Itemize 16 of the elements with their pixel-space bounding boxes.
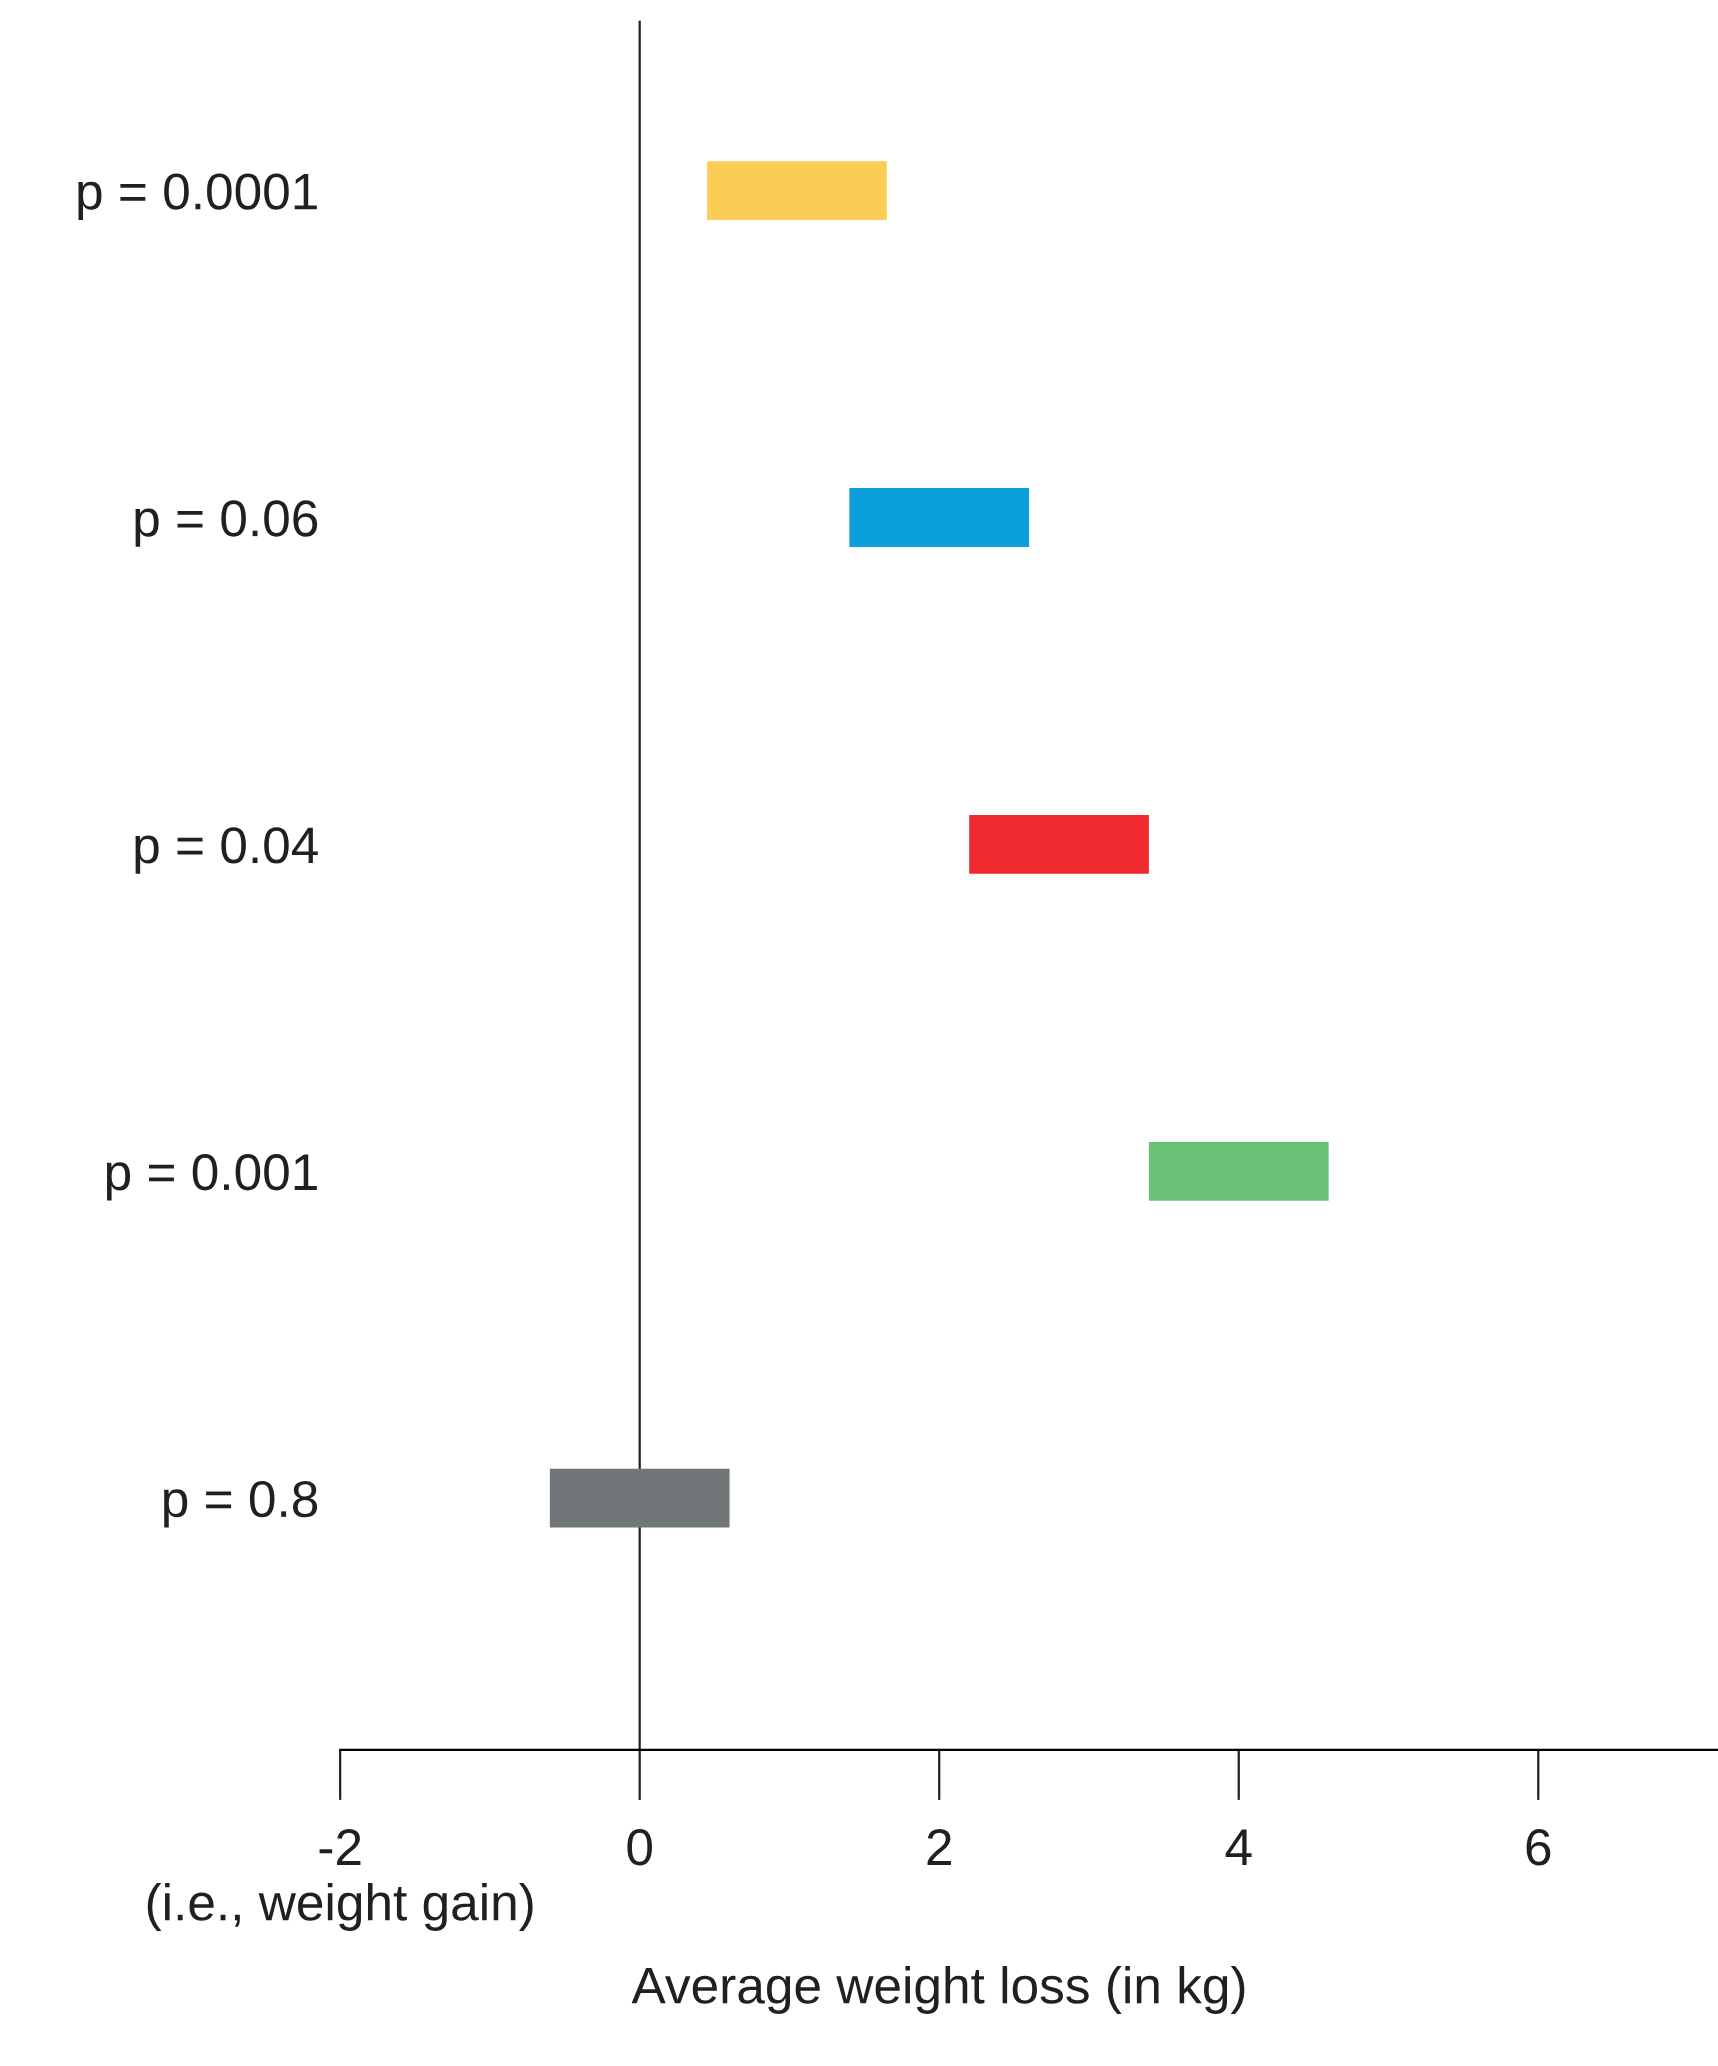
- y-tick-label: p = 0.8: [164, 1480, 318, 1528]
- bar: [707, 161, 887, 221]
- x-axis-title: Average weight loss (in kg): [631, 1966, 1245, 2014]
- bar: [549, 1468, 730, 1528]
- bar: [849, 488, 1030, 547]
- x-tick-label: 6: [1526, 1829, 1551, 1866]
- y-tick-label: p = 0.04: [135, 827, 318, 874]
- y-tick-label: p = 0.06: [135, 500, 318, 547]
- x-tick-label: 4: [1225, 1829, 1252, 1865]
- x-tick-label: 0: [627, 1829, 652, 1866]
- bar: [1148, 1141, 1329, 1201]
- x-tick-label: 2: [927, 1829, 951, 1865]
- y-tick-label: p = 0.001: [106, 1154, 317, 1201]
- bar: [969, 815, 1149, 874]
- x-tick-label: -2 (i.e., weight gain): [147, 1829, 533, 1931]
- y-tick-label: p = 0.0001: [78, 173, 317, 220]
